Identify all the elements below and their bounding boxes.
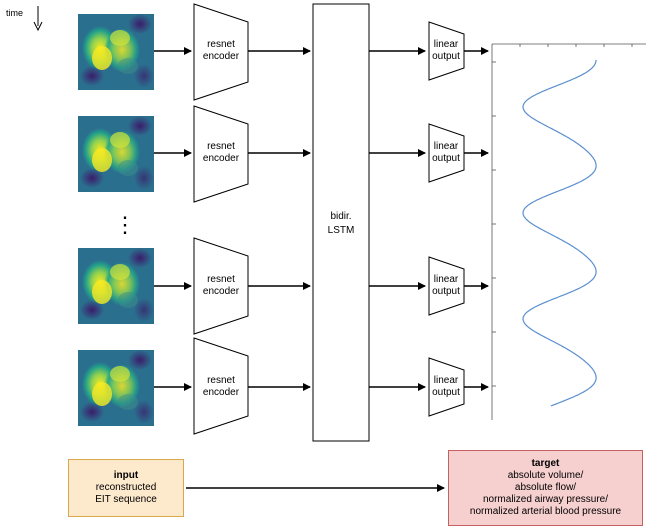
eit-frame-image — [78, 350, 154, 426]
linear-output: linear output — [428, 21, 465, 81]
signal-waveform — [491, 43, 646, 420]
bidirectional-lstm-block: bidir. LSTM — [312, 3, 370, 442]
eit-frame-image — [78, 14, 154, 90]
svg-text:encoder: encoder — [203, 51, 240, 62]
input-line: reconstructed — [95, 482, 157, 493]
svg-text:output: output — [432, 286, 460, 297]
input-title: input — [113, 470, 139, 481]
linear-output: linear output — [428, 357, 465, 417]
target-box: target absolute volume/ absolute flow/ n… — [448, 450, 643, 526]
down-arrow-icon — [33, 6, 43, 32]
linear-output: linear output — [428, 256, 465, 316]
svg-text:linear: linear — [434, 39, 459, 50]
resnet-encoder: resnet encoder — [193, 237, 249, 335]
svg-text:encoder: encoder — [203, 153, 240, 164]
svg-text:LSTM: LSTM — [328, 225, 355, 236]
svg-text:resnet: resnet — [207, 274, 235, 285]
svg-text:output: output — [432, 51, 460, 62]
svg-text:output: output — [432, 153, 460, 164]
svg-text:resnet: resnet — [207, 141, 235, 152]
input-box: input reconstructed EIT sequence — [68, 459, 184, 517]
time-label: time — [6, 8, 23, 18]
eit-frame-image — [78, 248, 154, 324]
target-line: normalized airway pressure/ — [482, 494, 609, 505]
svg-text:linear: linear — [434, 274, 459, 285]
ellipsis-dots: ⋮ — [114, 212, 136, 237]
resnet-encoder: resnet encoder — [193, 337, 249, 435]
svg-text:resnet: resnet — [207, 39, 235, 50]
resnet-encoder: resnet encoder — [193, 105, 249, 203]
eit-frame-image — [78, 116, 154, 192]
input-line: EIT sequence — [95, 494, 157, 505]
svg-text:encoder: encoder — [203, 286, 240, 297]
target-line: absolute volume/ — [507, 470, 584, 481]
svg-text:bidir.: bidir. — [330, 211, 351, 222]
svg-text:output: output — [432, 387, 460, 398]
target-line: normalized arterial blood pressure — [469, 506, 622, 517]
svg-text:linear: linear — [434, 141, 459, 152]
svg-text:resnet: resnet — [207, 375, 235, 386]
linear-output: linear output — [428, 123, 465, 183]
svg-text:encoder: encoder — [203, 387, 240, 398]
target-title: target — [531, 458, 560, 469]
svg-text:linear: linear — [434, 375, 459, 386]
resnet-encoder: resnet encoder — [193, 3, 249, 101]
target-line: absolute flow/ — [514, 482, 577, 493]
